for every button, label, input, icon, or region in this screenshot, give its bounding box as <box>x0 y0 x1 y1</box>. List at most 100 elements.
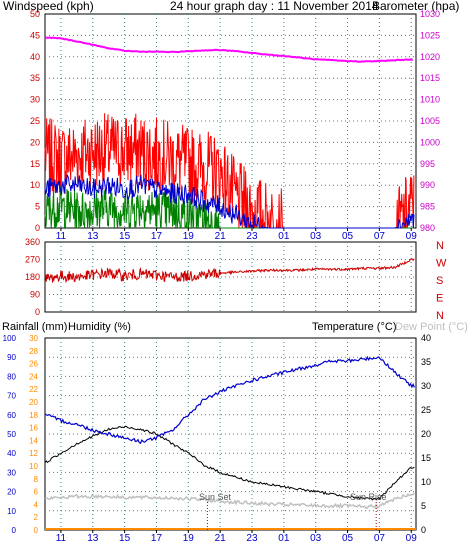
humidity-tick-label: 90 <box>7 353 16 362</box>
humidity-tick-label: 70 <box>7 392 16 401</box>
x-tick-label: 23 <box>246 533 258 544</box>
grid-layer <box>45 14 416 530</box>
rainfall-tick-label: 4 <box>34 500 39 509</box>
humidity-tick-label: 50 <box>7 430 16 439</box>
x-tick-label: 19 <box>183 533 195 544</box>
rainfall-tick-label: 0 <box>34 526 39 535</box>
windspeed-tick-label: 15 <box>30 159 40 169</box>
temperature-tick-label: 25 <box>421 405 431 415</box>
windspeed-axis-title: Windspeed (kph) <box>3 0 94 13</box>
barometer-tick-label: 980 <box>420 223 435 233</box>
barometer-tick-label: 995 <box>420 159 435 169</box>
axis-labels-layer: 1111131315151717191921212323010103030505… <box>3 9 447 544</box>
compass-label: S <box>436 275 443 287</box>
x-tick-label: 17 <box>151 231 163 242</box>
series-layer <box>44 36 416 530</box>
windspeed-tick-label: 10 <box>30 180 40 190</box>
windspeed-tick-label: 45 <box>30 30 40 40</box>
rainfall-tick-label: 26 <box>29 360 38 369</box>
barometer-tick-label: 1030 <box>420 9 440 19</box>
humidity-tick-label: 100 <box>3 334 17 343</box>
rainfall-tick-label: 30 <box>29 334 38 343</box>
humidity-tick-label: 0 <box>12 526 17 535</box>
windspeed-tick-label: 30 <box>30 95 40 105</box>
humidity-tick-label: 80 <box>7 372 16 381</box>
barometer-tick-label: 1020 <box>420 52 440 62</box>
direction-degree-label: 270 <box>25 255 40 265</box>
humidity-tick-label: 20 <box>7 488 16 497</box>
x-tick-label: 23 <box>246 231 258 242</box>
barometer-line <box>44 36 413 63</box>
x-tick-label: 01 <box>278 231 290 242</box>
temperature-axis-title: Temperature (°C) <box>312 321 396 333</box>
rainfall-tick-label: 10 <box>29 462 38 471</box>
sun-rise-label: Sun Rise <box>350 492 387 502</box>
windspeed-tick-label: 40 <box>30 52 40 62</box>
x-tick-label: 15 <box>119 533 131 544</box>
dew-point-axis-title: Dew Point (°C) <box>395 321 468 333</box>
barometer-tick-label: 1000 <box>420 137 440 147</box>
barometer-axis-title: Barometer (hpa) <box>372 0 459 13</box>
dew-point-line <box>44 492 416 510</box>
graph-title: 24 hour graph day : 11 November 2014 <box>170 0 379 13</box>
barometer-tick-label: 1025 <box>420 30 440 40</box>
compass-label: N <box>436 240 444 252</box>
humidity-line <box>44 355 415 445</box>
x-tick-label: 01 <box>278 533 290 544</box>
compass-label: N <box>436 310 444 322</box>
temperature-tick-label: 40 <box>421 333 431 343</box>
rainfall-tick-label: 2 <box>34 513 39 522</box>
windspeed-average-line <box>44 174 415 230</box>
x-tick-label: 03 <box>310 231 322 242</box>
x-tick-label: 05 <box>342 231 354 242</box>
rainfall-tick-label: 24 <box>29 372 38 381</box>
humidity-tick-label: 10 <box>7 507 16 516</box>
x-tick-label: 07 <box>374 533 386 544</box>
rainfall-tick-label: 12 <box>29 449 38 458</box>
windspeed-tick-label: 5 <box>35 202 40 212</box>
barometer-tick-label: 985 <box>420 202 435 212</box>
rainfall-tick-label: 20 <box>29 398 38 407</box>
temperature-tick-label: 30 <box>421 381 431 391</box>
direction-degree-label: 0 <box>35 307 40 317</box>
x-tick-label: 03 <box>310 533 322 544</box>
x-tick-label: 13 <box>87 533 99 544</box>
direction-degree-label: 90 <box>30 290 40 300</box>
sun-set-label: Sun Set <box>199 492 232 502</box>
humidity-tick-label: 30 <box>7 468 16 477</box>
humidity-tick-label: 40 <box>7 449 16 458</box>
humidity-tick-label: 60 <box>7 411 16 420</box>
barometer-tick-label: 1005 <box>420 116 440 126</box>
x-tick-label: 21 <box>215 533 227 544</box>
barometer-tick-label: 1010 <box>420 95 440 105</box>
direction-degree-label: 180 <box>25 272 40 282</box>
x-tick-label: 15 <box>119 231 131 242</box>
rainfall-tick-label: 14 <box>29 436 38 445</box>
x-tick-label: 09 <box>406 231 418 242</box>
temperature-tick-label: 10 <box>421 477 431 487</box>
x-tick-label: 05 <box>342 533 354 544</box>
x-tick-label: 11 <box>56 231 67 242</box>
x-tick-label: 11 <box>56 533 67 544</box>
direction-degree-label: 360 <box>25 237 40 247</box>
temperature-tick-label: 0 <box>421 525 426 535</box>
windspeed-tick-label: 35 <box>30 73 40 83</box>
temperature-line <box>44 425 415 501</box>
compass-label: W <box>436 258 447 270</box>
wind-direction-line <box>44 258 415 284</box>
rainfall-tick-label: 18 <box>29 411 38 420</box>
temperature-tick-label: 20 <box>421 429 431 439</box>
windspeed-tick-label: 50 <box>30 9 40 19</box>
x-tick-label: 17 <box>151 533 163 544</box>
rainfall-tick-label: 16 <box>29 424 38 433</box>
barometer-tick-label: 1015 <box>420 73 440 83</box>
temperature-tick-label: 35 <box>421 357 431 367</box>
rainfall-tick-label: 28 <box>29 347 38 356</box>
rainfall-tick-label: 8 <box>34 475 39 484</box>
x-tick-label: 09 <box>406 533 418 544</box>
barometer-tick-label: 990 <box>420 180 435 190</box>
humidity-axis-title: Humidity (%) <box>68 321 131 333</box>
compass-label: E <box>436 293 443 305</box>
x-tick-label: 13 <box>87 231 99 242</box>
